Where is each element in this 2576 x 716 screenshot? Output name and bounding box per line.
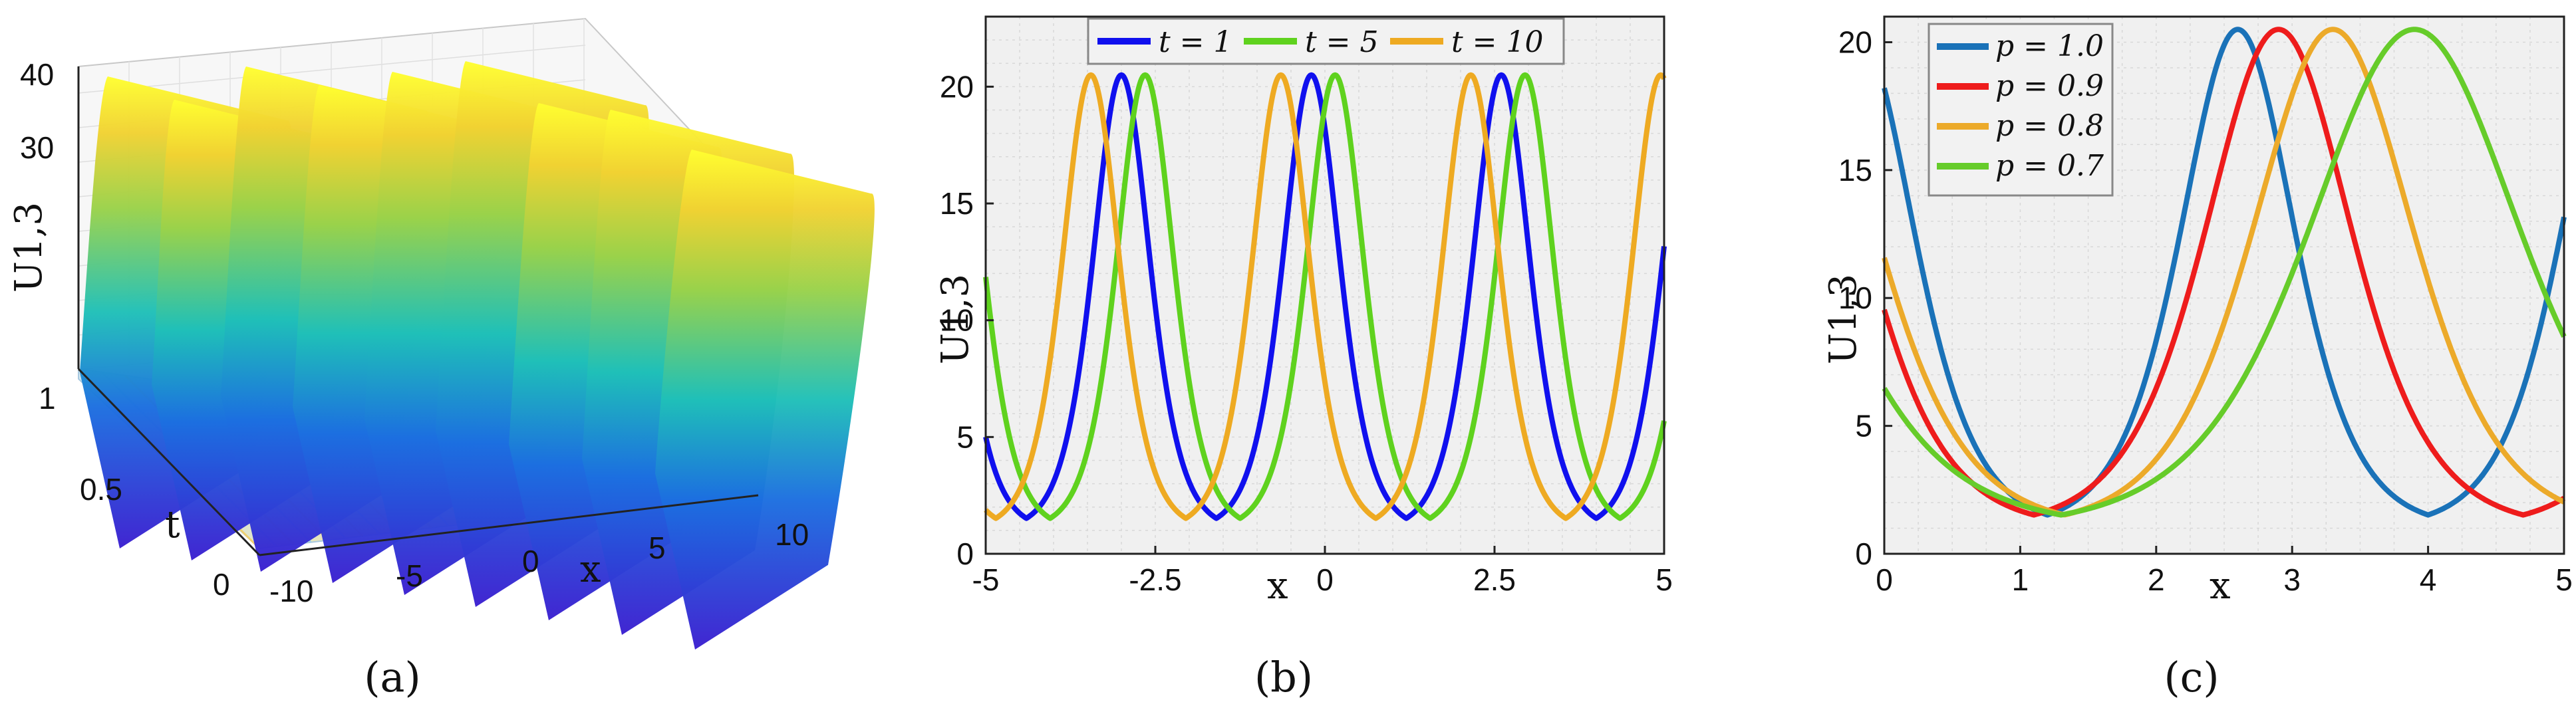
panel-b-series-line-1: [983, 72, 1667, 521]
panel-b-xtick-label: -2.5: [1129, 562, 1181, 597]
panel-c-xtick-label: 5: [2555, 562, 2573, 597]
panel-b-ytick-label: 15: [940, 186, 974, 221]
panel-c-legend-label-2: p = 0.8: [1995, 109, 2104, 143]
panel-c-ytick-label: 15: [1838, 153, 1872, 187]
panel-c-legend-label-3: p = 0.7: [1995, 149, 2104, 183]
panel-a-axes-frame: [77, 66, 759, 556]
panel-c-caption: (c): [2164, 653, 2219, 701]
panel-a-ridge-8: [655, 150, 875, 650]
panel-b-xtick-label: -5: [972, 562, 1000, 597]
panel-c-xtick-label: 4: [2420, 562, 2437, 597]
panel-a-xlabel: x: [580, 548, 601, 591]
panel-a-ttick-0.5: 0.5: [80, 472, 122, 507]
panel-b-xtick-label: 2.5: [1473, 562, 1516, 597]
panel-b-legend: t = 1 t = 5 t = 10: [1087, 17, 1565, 65]
panel-b-ytick-label: 0: [956, 537, 974, 571]
panel-a-ztick-40: 40: [20, 57, 54, 92]
panel-c-series-line-1: [1882, 27, 2566, 518]
panel-c-series: [1882, 27, 2567, 518]
panel-b-ytick-label: 20: [940, 69, 974, 104]
panel-b-legend-box: [1087, 17, 1565, 65]
panel-b-ytick-label: 10: [940, 303, 974, 338]
panel-b-series: [983, 72, 1667, 521]
panel-a-xtick-5: 5: [648, 531, 666, 565]
panel-a-xtick--10: -10: [269, 574, 313, 608]
panel-a-ylabel: U1,3: [7, 202, 51, 293]
panel-b-legend-label-0: t = 1: [1159, 25, 1232, 59]
panel-b-ytick-label: 5: [956, 419, 974, 454]
panel-c-ylabel: U1,3: [1822, 274, 1865, 364]
panel-a-xtick-10: 10: [775, 517, 809, 552]
panel-b-line-plot: -5 -2.5 0 2.5 5 0 5 10 15 20 x U1,3 t = 1 t = 5 t…: [934, 15, 1673, 701]
panel-a-wall-grid: [78, 45, 586, 94]
panel-a-caption: (a): [364, 653, 420, 701]
panel-b-ylabel: U1,3: [934, 274, 977, 364]
panel-b-ticks: -5 -2.5 0 2.5 5 0 5 10 15 20: [940, 69, 1673, 597]
panel-a-ztick-30: 30: [20, 130, 54, 165]
panel-c-xtick-label: 3: [2283, 562, 2301, 597]
panel-c-legend-label-1: p = 0.9: [1995, 69, 2104, 103]
panel-c-legend-label-0: p = 1.0: [1995, 29, 2104, 63]
panel-c-xtick-label: 2: [2148, 562, 2165, 597]
panel-b-caption: (b): [1254, 653, 1313, 701]
panel-a-ttick-0: 0: [213, 567, 230, 602]
panel-c-ytick-label: 5: [1855, 409, 1872, 443]
panel-b-xtick-label: 5: [1655, 562, 1673, 597]
panel-b-xlabel: x: [1267, 564, 1288, 608]
panel-a-surface-plot: 40 30 1 0.5 0 -10 -5 0 5 10 x t U1,3 (a): [7, 17, 875, 701]
panel-c-frame: [1883, 15, 2565, 555]
panel-a-tlabel: t: [165, 503, 180, 546]
panel-c-ytick-label: 0: [1855, 537, 1872, 571]
panel-b-legend-label-2: t = 10: [1451, 25, 1544, 59]
panel-a-xtick-0: 0: [522, 544, 539, 578]
panel-c-ytick-label: 20: [1838, 25, 1872, 59]
panel-b-xtick-label: 0: [1316, 562, 1334, 597]
panel-a-ttick-1: 1: [39, 381, 56, 416]
panel-c-series-line-2: [1882, 27, 2565, 518]
panel-c-xtick-label: 1: [2012, 562, 2029, 597]
panel-b-series-line-2: [984, 72, 1667, 521]
panel-a-xtick--5: -5: [396, 558, 423, 593]
panel-c-xtick-label: 0: [1876, 562, 1893, 597]
panel-b-legend-label-1: t = 5: [1305, 25, 1379, 59]
panel-c-legend: p = 1.0 p = 0.9 p = 0.8 p = 0.7: [1928, 23, 2114, 197]
panel-b-series-line-0: [983, 72, 1667, 521]
panel-c-ticks: 0 1 2 3 4 5 0 5 10 15 20: [1838, 25, 2573, 597]
panel-c-xlabel: x: [2210, 564, 2231, 608]
panel-a-surface: [80, 61, 875, 650]
panel-c-ytick-label: 10: [1838, 281, 1872, 315]
panel-c-series-line-3: [1882, 27, 2567, 518]
panel-c-line-plot: 0 1 2 3 4 5 0 5 10 15 20 x U1,3 p = 1.0 p = 0.9 p …: [1822, 15, 2573, 701]
